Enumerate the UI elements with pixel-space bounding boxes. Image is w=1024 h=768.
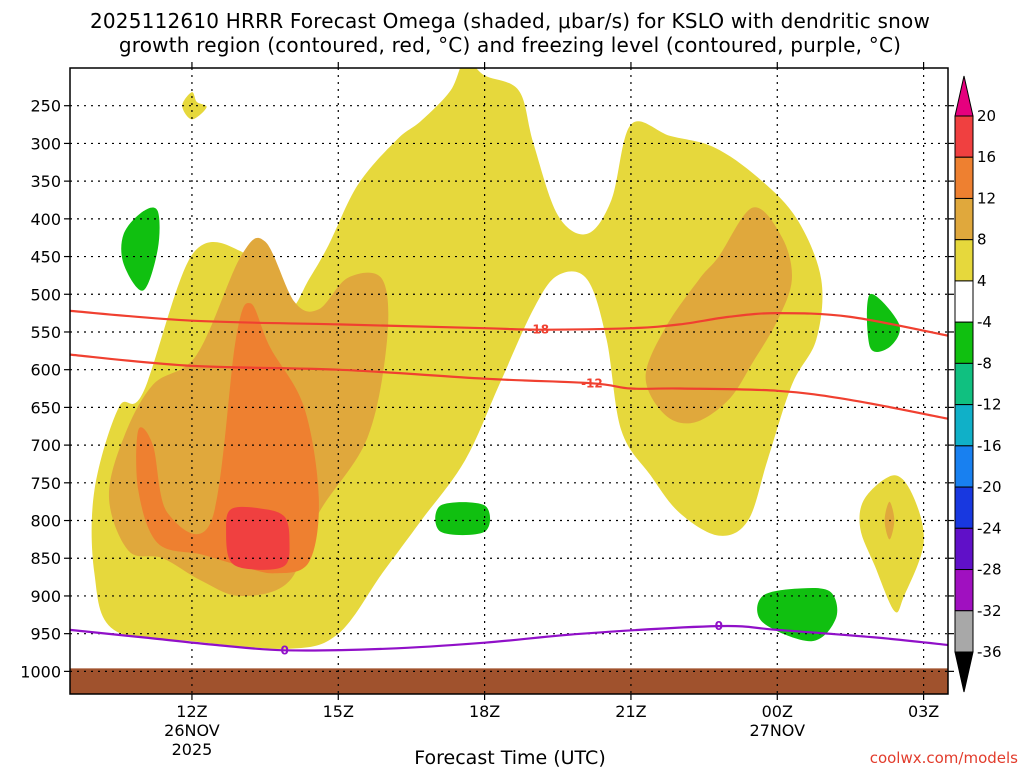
colorbar-label-6: -8 <box>977 354 992 372</box>
colorbar-label-8: -16 <box>977 437 1002 455</box>
omega-region-downdraft-west <box>121 207 160 291</box>
y-tick-label-700: 700 <box>30 436 61 455</box>
y-tick-label-450: 450 <box>30 248 61 267</box>
y-tick-label-750: 750 <box>30 474 61 493</box>
colorbar-label-7: -12 <box>977 396 1002 414</box>
y-tick-label-850: 850 <box>30 549 61 568</box>
y-tick-label-400: 400 <box>30 210 61 229</box>
contour-lines: -18 -12 0 0 <box>70 309 948 657</box>
colorbar-bin-4 <box>954 239 974 282</box>
colorbar-label-3: 8 <box>977 231 987 249</box>
colorbar-label-13: -36 <box>977 643 1002 661</box>
x-tick-label-15Z: 15Z <box>323 702 354 721</box>
y-tick-label-650: 650 <box>30 398 61 417</box>
colorbar-label-11: -28 <box>977 561 1002 579</box>
y-tick-label-300: 300 <box>30 134 61 153</box>
y-tick-label-950: 950 <box>30 625 61 644</box>
freezing-level-contour-label-1: 0 <box>715 619 723 633</box>
terrain-surface <box>70 668 948 694</box>
colorbar-bin-top-arrow <box>954 75 974 117</box>
omega-region-main-updraft-peak <box>226 506 290 570</box>
dendritic-contour--18-label-0: -18 <box>527 323 549 337</box>
colorbar-bin-bottom-arrow <box>954 651 974 693</box>
colorbar-bin-2 <box>954 156 974 199</box>
colorbar-label-10: -24 <box>977 519 1002 537</box>
x-tick-year-12Z: 2025 <box>172 740 213 759</box>
y-tick-label-500: 500 <box>30 285 61 304</box>
y-tick-label-600: 600 <box>30 361 61 380</box>
y-tick-label-1000: 1000 <box>20 662 61 681</box>
y-tick-label-350: 350 <box>30 172 61 191</box>
colorbar-bin-1 <box>954 115 974 158</box>
colorbar-bin-10 <box>954 486 974 529</box>
plot-area: -18 -12 0 0 <box>69 67 949 695</box>
chart-title-line-1: 2025112610 HRRR Forecast Omega (shaded, … <box>90 9 930 33</box>
colorbar-bin-11 <box>954 527 974 571</box>
freezing-level-contour <box>70 624 948 652</box>
dendritic-contour--12 <box>70 353 948 420</box>
colorbar-bin-9 <box>954 445 974 488</box>
x-tick-label-00Z: 00Z <box>762 702 793 721</box>
colorbar-bin-8 <box>954 404 974 447</box>
colorbar-bin-5 <box>954 280 974 323</box>
colorbar: 20 16 12 8 4 -4 -8 -12 -16 -20 -24 -28 -32 -36 <box>954 75 1002 693</box>
y-tick-label-900: 900 <box>30 587 61 606</box>
y-tick-label-800: 800 <box>30 512 61 531</box>
plot-frame <box>69 67 949 695</box>
x-tick-label-12Z: 12Z <box>176 702 207 721</box>
colorbar-bin-3 <box>954 197 974 241</box>
watermark: coolwx.com/models <box>870 749 1018 767</box>
x-tick-label-21Z: 21Z <box>615 702 646 721</box>
colorbar-label-0: 20 <box>977 107 996 125</box>
omega-region-late-updraft-core <box>645 207 793 424</box>
omega-region-small-updraft-east <box>859 475 924 613</box>
colorbar-label-1: 16 <box>977 148 996 166</box>
colorbar-label-9: -20 <box>977 478 1002 496</box>
colorbar-bin-12 <box>954 569 974 612</box>
omega-region-main-updraft-max <box>136 303 319 574</box>
dendritic-contour--12-label-0: -12 <box>581 376 603 390</box>
colorbar-bin-6 <box>954 321 974 364</box>
dendritic-contour--18 <box>70 309 948 337</box>
colorbar-bin-7 <box>954 362 974 406</box>
colorbar-label-2: 12 <box>977 189 996 207</box>
omega-region-small-updraft-top <box>182 92 207 120</box>
colorbar-label-5: -4 <box>977 313 992 331</box>
omega-region-downdraft-low-mid <box>435 502 491 536</box>
colorbar-bin-13 <box>954 610 974 653</box>
colorbar-label-12: -32 <box>977 602 1002 620</box>
y-tick-label-250: 250 <box>30 97 61 116</box>
y-tick-label-550: 550 <box>30 323 61 342</box>
x-tick-label-18Z: 18Z <box>469 702 500 721</box>
x-tick-date-00Z: 27NOV <box>749 721 805 740</box>
x-axis-title: Forecast Time (UTC) <box>414 747 605 768</box>
freezing-level-contour-label-0: 0 <box>280 643 288 657</box>
colorbar-label-4: 4 <box>977 272 987 290</box>
chart-title-line-2: growth region (contoured, red, °C) and f… <box>119 33 901 57</box>
terrain-band <box>70 668 948 694</box>
y-axis: 250 300 350 400 450 500 550 600 650 700 750 800 850 9… <box>20 97 954 681</box>
x-tick-date-12Z: 26NOV <box>164 721 220 740</box>
x-tick-label-03Z: 03Z <box>908 702 939 721</box>
omega-shading <box>91 68 924 649</box>
